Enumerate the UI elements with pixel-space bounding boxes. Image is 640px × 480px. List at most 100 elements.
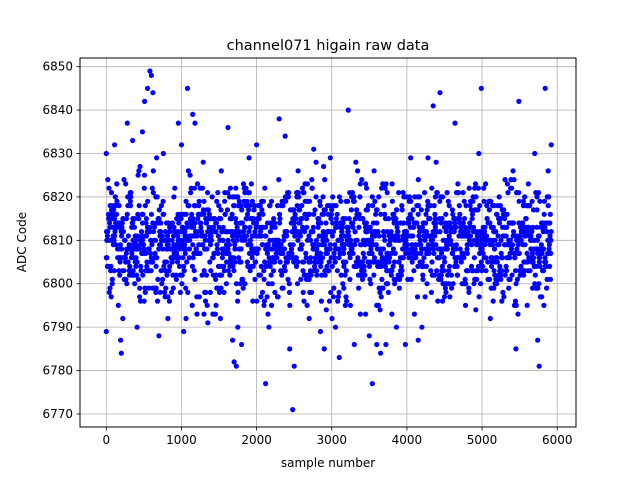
data-point bbox=[371, 272, 377, 278]
data-point bbox=[503, 268, 510, 274]
data-point bbox=[510, 168, 516, 174]
data-point bbox=[374, 207, 380, 213]
data-point bbox=[472, 185, 478, 191]
y-tick-label: 6850 bbox=[42, 60, 73, 74]
data-point bbox=[498, 250, 504, 256]
data-point bbox=[147, 68, 153, 74]
data-point bbox=[164, 272, 170, 278]
data-point bbox=[432, 211, 438, 217]
data-point bbox=[213, 220, 219, 226]
data-point bbox=[193, 246, 199, 252]
data-point bbox=[317, 198, 323, 204]
data-point bbox=[248, 242, 254, 248]
data-point bbox=[342, 272, 348, 278]
data-point bbox=[532, 150, 538, 157]
data-point bbox=[214, 198, 220, 204]
data-point bbox=[311, 211, 317, 217]
data-point bbox=[320, 237, 326, 243]
data-point bbox=[299, 242, 305, 248]
data-point bbox=[547, 263, 553, 269]
data-point bbox=[192, 220, 198, 226]
data-point bbox=[191, 224, 197, 230]
data-point bbox=[250, 216, 256, 222]
data-point bbox=[139, 129, 145, 135]
x-tick-label: 2000 bbox=[241, 433, 272, 447]
data-point bbox=[512, 255, 518, 261]
data-point bbox=[213, 276, 219, 282]
data-point bbox=[300, 289, 306, 295]
data-point bbox=[155, 276, 161, 282]
data-point bbox=[142, 203, 148, 209]
data-point bbox=[176, 255, 182, 261]
data-point bbox=[218, 207, 224, 213]
data-point bbox=[507, 250, 513, 256]
data-point bbox=[342, 216, 348, 222]
data-point bbox=[427, 216, 433, 222]
data-point bbox=[417, 237, 423, 243]
data-point bbox=[408, 155, 414, 161]
data-point bbox=[138, 263, 144, 269]
data-point bbox=[477, 203, 483, 209]
data-point bbox=[507, 237, 513, 243]
data-point bbox=[447, 220, 453, 226]
data-point bbox=[448, 272, 454, 278]
data-point bbox=[330, 194, 336, 200]
data-point bbox=[476, 150, 482, 157]
data-point bbox=[149, 242, 155, 248]
data-point bbox=[453, 259, 459, 265]
data-point bbox=[373, 242, 379, 248]
data-point bbox=[306, 233, 312, 239]
data-point bbox=[439, 216, 445, 222]
data-point bbox=[262, 259, 268, 265]
data-point bbox=[239, 207, 245, 213]
data-point bbox=[169, 289, 175, 295]
data-point bbox=[229, 216, 235, 222]
data-point bbox=[153, 289, 159, 295]
data-point bbox=[266, 259, 272, 265]
data-point bbox=[541, 198, 548, 204]
data-point bbox=[379, 185, 385, 191]
data-point bbox=[487, 276, 493, 282]
data-point bbox=[165, 242, 171, 248]
data-point bbox=[542, 255, 548, 261]
data-point bbox=[496, 194, 502, 200]
data-point bbox=[258, 294, 264, 300]
data-point bbox=[346, 233, 352, 239]
data-point bbox=[252, 276, 258, 282]
data-point bbox=[198, 220, 204, 226]
data-point bbox=[454, 272, 461, 278]
data-point bbox=[127, 198, 133, 204]
data-point bbox=[351, 198, 357, 204]
data-point bbox=[472, 181, 479, 187]
data-point bbox=[115, 302, 121, 308]
data-point bbox=[547, 233, 553, 239]
data-point bbox=[157, 289, 163, 295]
data-point bbox=[215, 190, 221, 196]
data-point bbox=[421, 255, 427, 261]
data-point bbox=[407, 211, 413, 217]
data-point bbox=[147, 250, 153, 256]
data-point bbox=[183, 315, 189, 322]
data-point bbox=[396, 259, 402, 265]
data-point bbox=[329, 315, 335, 322]
data-point bbox=[460, 220, 466, 226]
y-tick-label: 6820 bbox=[42, 190, 73, 204]
data-point bbox=[293, 263, 300, 269]
data-point bbox=[473, 194, 479, 200]
data-point bbox=[230, 237, 236, 243]
data-point bbox=[190, 111, 196, 117]
data-point bbox=[362, 272, 368, 278]
data-point bbox=[411, 268, 417, 274]
data-point bbox=[117, 272, 123, 278]
data-point bbox=[462, 224, 468, 230]
data-point bbox=[428, 289, 434, 295]
data-point bbox=[356, 224, 362, 230]
data-point bbox=[128, 194, 134, 200]
data-point bbox=[347, 276, 353, 282]
data-point bbox=[207, 259, 213, 265]
data-point bbox=[283, 198, 289, 204]
data-point bbox=[295, 259, 301, 265]
data-point bbox=[240, 285, 246, 291]
data-point bbox=[498, 216, 504, 222]
data-point bbox=[433, 220, 439, 226]
